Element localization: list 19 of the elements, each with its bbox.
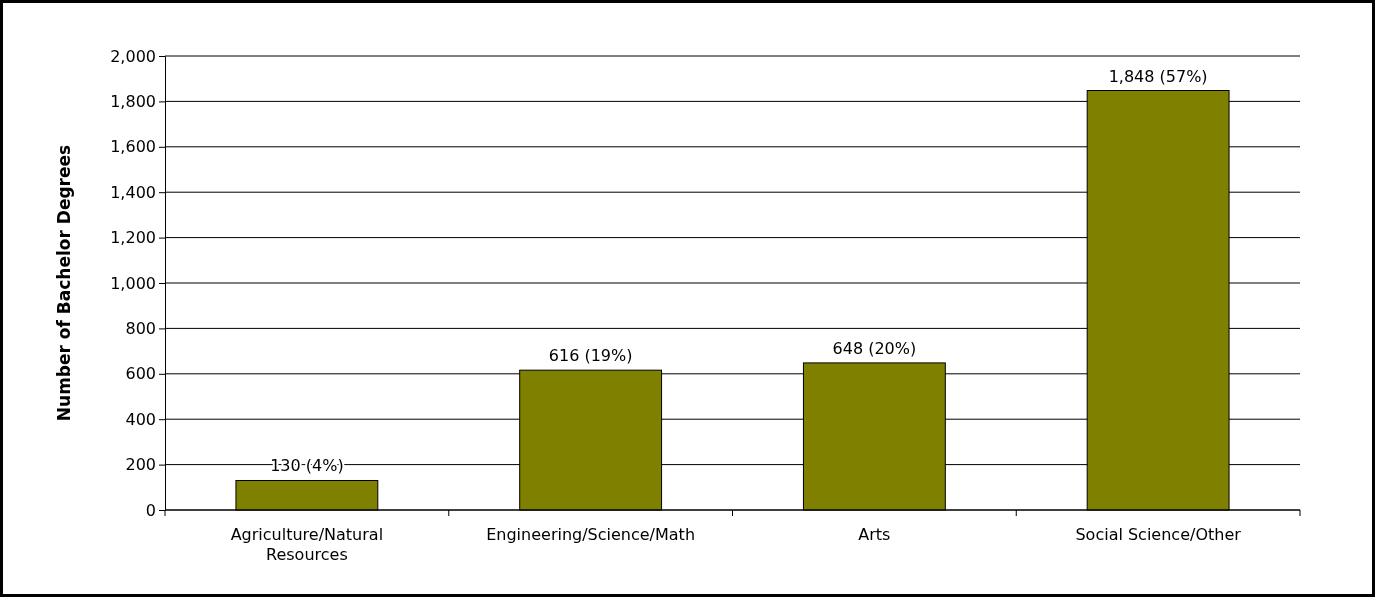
x-tick-label: Agriculture/Natural Resources — [230, 525, 384, 564]
y-tick-label: 1,400 — [110, 182, 156, 202]
data-label: 616 (19%) — [548, 346, 633, 366]
y-tick-label: 1,200 — [110, 228, 156, 248]
y-tick-label: 200 — [125, 455, 156, 475]
x-tick-label: Social Science/Other — [1075, 525, 1242, 544]
y-tick-label: 400 — [125, 409, 156, 429]
y-tick-label: 2,000 — [110, 46, 156, 66]
x-tick-label: Engineering/Science/Math — [486, 525, 696, 544]
x-tick-label: Arts — [858, 525, 891, 544]
y-tick-label: 0 — [145, 500, 156, 520]
y-axis-title: Number of Bachelor Degrees — [54, 144, 74, 422]
data-label: 1,848 (57%) — [1108, 66, 1208, 86]
data-label: 648 (20%) — [832, 338, 917, 358]
y-tick-label: 600 — [125, 364, 156, 384]
y-tick-label: 1,000 — [110, 273, 156, 293]
y-tick-label: 800 — [125, 319, 156, 339]
y-tick-label: 1,800 — [110, 92, 156, 112]
y-tick-label: 1,600 — [110, 137, 156, 157]
